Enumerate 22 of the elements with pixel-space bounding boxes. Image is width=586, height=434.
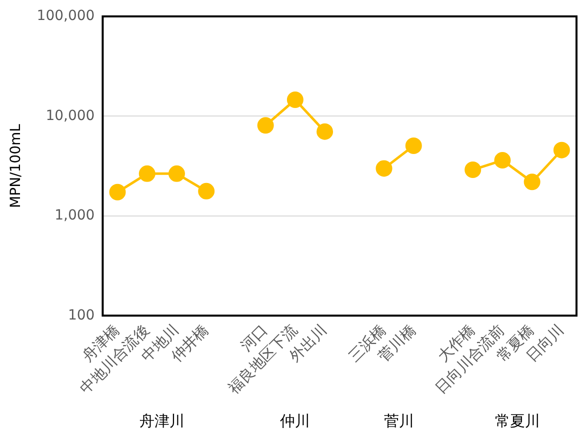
y-tick-label: 10,000	[46, 108, 95, 124]
point	[138, 165, 156, 182]
point	[464, 162, 482, 178]
y-tick-label: 100,000	[36, 8, 95, 24]
text: 仲川	[280, 412, 310, 430]
point	[316, 123, 334, 140]
point	[168, 165, 185, 182]
point	[405, 137, 422, 154]
point	[257, 117, 274, 134]
point	[524, 174, 540, 190]
point	[376, 160, 392, 177]
point	[109, 184, 126, 200]
point	[286, 92, 304, 108]
point	[494, 152, 511, 169]
text: 菅川	[384, 412, 414, 430]
text: 舟津川	[139, 412, 184, 430]
point	[553, 142, 570, 158]
y-tick-label: 1,000	[54, 208, 95, 224]
y-tick-label: 100	[68, 307, 95, 324]
point	[198, 182, 215, 200]
y-axis-title: MPN/100mL	[8, 124, 24, 208]
text: 常夏川	[494, 412, 540, 430]
